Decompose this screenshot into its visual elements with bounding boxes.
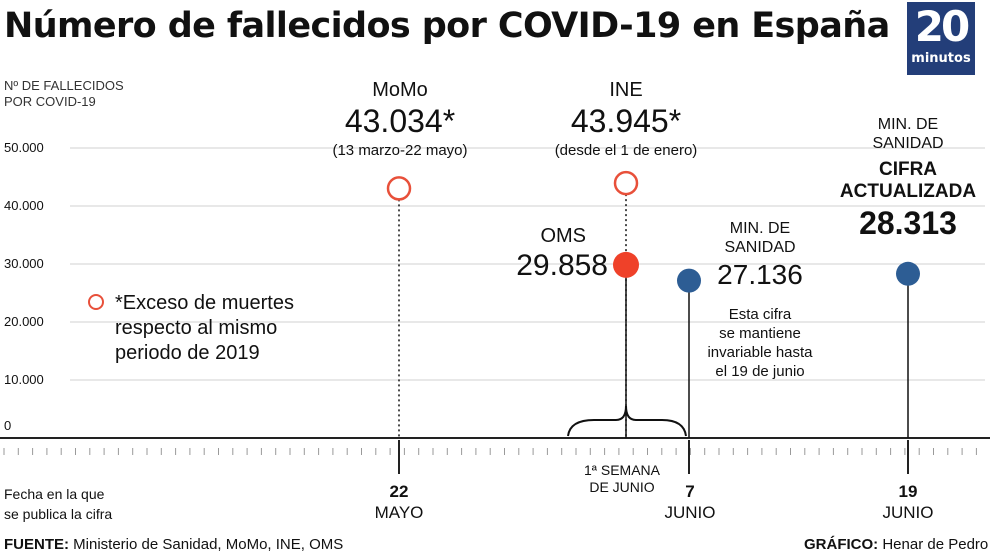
y-tick-50000: 50.000 bbox=[4, 140, 44, 155]
sanidad-2-name-line1: MIN. DE bbox=[877, 116, 939, 133]
x-tick-19-month: JUNIO bbox=[882, 503, 934, 522]
x-axis-label-line2: se publica la cifra bbox=[4, 506, 113, 522]
x-tick-22-month: MAYO bbox=[374, 503, 424, 522]
y-tick-10000: 10.000 bbox=[4, 372, 44, 387]
legend-ring-marker bbox=[88, 294, 104, 310]
y-tick-40000: 40.000 bbox=[4, 198, 44, 213]
sanidad-1-note-line4: el 19 de junio bbox=[715, 363, 805, 380]
y-tick-0: 0 bbox=[4, 418, 12, 433]
x-tick-19-junio: 19 JUNIO bbox=[873, 482, 943, 524]
momo-value: 43.034* bbox=[344, 103, 456, 139]
point-3-dot bbox=[677, 268, 701, 293]
x-tick-22-mayo: 22 MAYO bbox=[364, 482, 434, 524]
x-tick-7-month: JUNIO bbox=[664, 503, 716, 522]
y-axis-label: Nº DE FALLECIDOS POR COVID-19 bbox=[4, 78, 154, 110]
credit-label: GRÁFICO: bbox=[804, 536, 879, 553]
x-tick-7-junio: 7 JUNIO bbox=[655, 482, 725, 524]
oms-value: 29.858 bbox=[516, 249, 608, 282]
sanidad-1-note-line3: invariable hasta bbox=[707, 344, 813, 361]
sanidad-1-name-line1: MIN. DE bbox=[729, 220, 791, 237]
x-axis-label-line1: Fecha en la que bbox=[4, 486, 105, 502]
source-label: FUENTE: bbox=[4, 536, 69, 553]
y-axis-label-line2: POR COVID-19 bbox=[4, 94, 96, 109]
source-text: Ministerio de Sanidad, MoMo, INE, OMS bbox=[73, 536, 344, 553]
y-tick-30000: 30.000 bbox=[4, 256, 44, 271]
legend-text: *Exceso de muertes respecto al mismo per… bbox=[115, 291, 335, 366]
page-title: Número de fallecidos por COVID-19 en Esp… bbox=[4, 6, 890, 46]
sanidad-1-note-line2: se mantiene bbox=[719, 325, 801, 342]
point-4-dot bbox=[896, 261, 920, 286]
logo-word: minutos bbox=[911, 51, 971, 66]
sanidad-1-note: Esta cifra se mantiene invariable hasta … bbox=[690, 305, 830, 381]
x-tick-semana-line1: 1ª SEMANA bbox=[584, 462, 660, 478]
sanidad-7-junio-annotation: MIN. DE SANIDAD 27.136 bbox=[700, 219, 820, 293]
sanidad-2-value: 28.313 bbox=[859, 205, 957, 241]
x-tick-19-day: 19 bbox=[898, 482, 918, 501]
point-0-ring bbox=[386, 176, 412, 201]
x-tick-7-day: 7 bbox=[685, 482, 695, 501]
y-axis-label-line1: Nº DE FALLECIDOS bbox=[4, 78, 124, 93]
credit-line: GRÁFICO: Henar de Pedro bbox=[804, 536, 988, 553]
x-axis-label: Fecha en la que se publica la cifra bbox=[4, 484, 164, 524]
sanidad-1-name-line2: SANIDAD bbox=[724, 239, 796, 256]
legend-line1: *Exceso de muertes bbox=[115, 292, 294, 314]
sanidad-1-value: 27.136 bbox=[717, 259, 803, 290]
momo-note: (13 marzo-22 mayo) bbox=[332, 142, 468, 159]
x-tick-semana-line2: DE JUNIO bbox=[589, 479, 655, 495]
y-tick-20000: 20.000 bbox=[4, 314, 44, 329]
sanidad-19-junio-annotation: MIN. DE SANIDAD CIFRA ACTUALIZADA 28.313 bbox=[838, 115, 978, 243]
point-1-ring bbox=[613, 170, 639, 196]
sanidad-2-name-line2: SANIDAD bbox=[872, 135, 944, 152]
x-tick-1a-semana: 1ª SEMANA DE JUNIO bbox=[564, 462, 680, 496]
brand-logo: 20 minutos bbox=[907, 2, 975, 75]
week-brace bbox=[567, 405, 687, 437]
ine-annotation: INE 43.945* (desde el 1 de enero) bbox=[524, 78, 728, 162]
ine-value: 43.945* bbox=[570, 103, 682, 139]
sanidad-2-heading-line1: CIFRA bbox=[878, 159, 938, 180]
sanidad-2-heading-line2: ACTUALIZADA bbox=[839, 181, 977, 202]
ine-note: (desde el 1 de enero) bbox=[554, 142, 698, 159]
source-line: FUENTE: Ministerio de Sanidad, MoMo, INE… bbox=[4, 536, 343, 553]
legend-line3: periodo de 2019 bbox=[115, 342, 260, 364]
momo-annotation: MoMo 43.034* (13 marzo-22 mayo) bbox=[300, 78, 500, 162]
point-2-dot bbox=[613, 251, 639, 278]
logo-number: 20 bbox=[914, 2, 970, 51]
sanidad-1-note-line1: Esta cifra bbox=[728, 306, 792, 323]
legend-line2: respecto al mismo bbox=[115, 317, 278, 339]
x-tick-22-day: 22 bbox=[389, 482, 409, 501]
oms-annotation: OMS 29.858 bbox=[498, 224, 608, 284]
ine-name: INE bbox=[609, 79, 643, 101]
momo-name: MoMo bbox=[372, 79, 428, 101]
credit-text: Henar de Pedro bbox=[882, 536, 989, 553]
oms-name: OMS bbox=[540, 225, 586, 247]
